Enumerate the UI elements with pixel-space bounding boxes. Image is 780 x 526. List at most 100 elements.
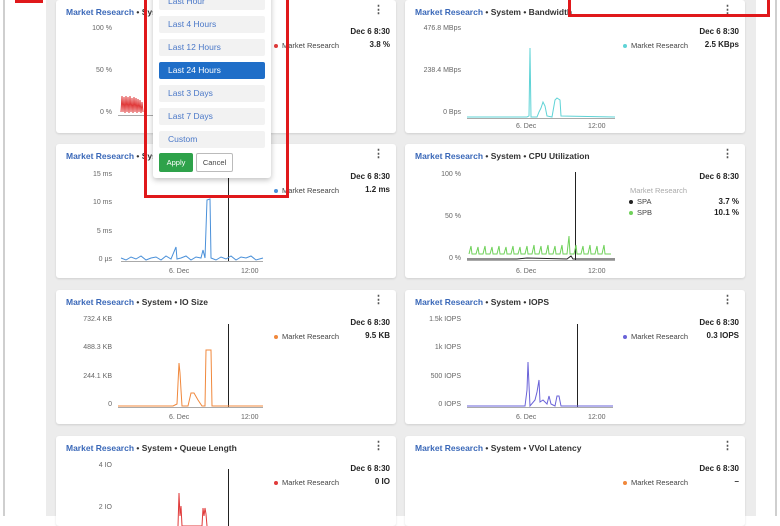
- time-range-menu: Last Hour Last 4 Hours Last 12 Hours Las…: [153, 0, 271, 178]
- menu-item-last-hour[interactable]: Last Hour: [159, 0, 265, 10]
- legend-series-name: Market Research: [631, 41, 689, 50]
- legend-dot: [623, 481, 627, 486]
- kebab-icon[interactable]: ⋮: [373, 440, 384, 452]
- legend-series-name: Market Research: [282, 332, 340, 341]
- legend-dot: [274, 335, 278, 340]
- legend-series[interactable]: Market Research: [623, 478, 688, 487]
- menu-item-last-24-hours[interactable]: Last 24 Hours: [159, 62, 265, 79]
- window-border-right: [775, 0, 777, 516]
- kebab-icon[interactable]: ⋮: [373, 4, 384, 16]
- series-line-red: [177, 492, 208, 526]
- menu-item-last-4-hours[interactable]: Last 4 Hours: [159, 16, 265, 33]
- menu-item-last-3-days[interactable]: Last 3 Days: [159, 85, 265, 102]
- kebab-icon[interactable]: ⋮: [722, 148, 733, 160]
- y-tick-label: 4 IO: [98, 462, 112, 469]
- legend-series[interactable]: SPA: [629, 197, 651, 206]
- legend-dot: [274, 44, 278, 49]
- highlight-box-menu: [144, 0, 289, 198]
- card-title: Market Research • System • IO Size: [66, 297, 208, 307]
- legend-date: Dec 6 8:30: [350, 464, 390, 473]
- legend-series[interactable]: SPB: [629, 208, 652, 217]
- card-source[interactable]: Market Research: [415, 7, 484, 17]
- menu-item-last-7-days[interactable]: Last 7 Days: [159, 108, 265, 125]
- legend-date: Dec 6 8:30: [699, 27, 739, 36]
- kebab-icon[interactable]: ⋮: [722, 4, 733, 16]
- x-tick-label: 12:00: [588, 268, 606, 275]
- y-tick-label: 732.4 KB: [83, 316, 112, 323]
- series-line-green: [468, 235, 611, 255]
- card-source[interactable]: Market Research: [415, 151, 484, 161]
- kebab-icon[interactable]: ⋮: [722, 294, 733, 306]
- x-tick-label: 6. Dec: [169, 414, 190, 421]
- legend-series-name: Market Research: [282, 186, 340, 195]
- legend-group-label: Market Research: [630, 186, 688, 195]
- highlight-box-top-right: [568, 0, 770, 17]
- legend-series[interactable]: Market Research: [274, 41, 339, 50]
- legend-series[interactable]: Market Research: [623, 332, 688, 341]
- y-tick-label: 100 %: [92, 25, 112, 32]
- card-source[interactable]: Market Research: [66, 297, 135, 307]
- y-tick-label: 244.1 KB: [83, 373, 112, 380]
- card-title: Market Research • System • Bandwidth: [415, 7, 572, 17]
- legend-series-name: Market Research: [631, 478, 689, 487]
- legend-series[interactable]: Market Research: [274, 186, 339, 195]
- legend-dot: [274, 189, 278, 194]
- chart-card-iops: Market Research • System • IOPS ⋮ 1.5k I…: [405, 290, 745, 424]
- x-tick-label: 12:00: [588, 123, 606, 130]
- chart-card-io-size: Market Research • System • IO Size ⋮ 732…: [56, 290, 396, 424]
- legend-dot: [629, 211, 633, 216]
- time-cursor: [575, 172, 576, 260]
- legend-series-name: Market Research: [282, 41, 340, 50]
- window-border-left: [3, 0, 5, 516]
- x-axis: [467, 260, 615, 261]
- y-tick-label: 0 µs: [98, 256, 112, 263]
- legend-value: 2.5 KBps: [704, 40, 739, 49]
- series-line-cyan: [467, 47, 616, 118]
- legend-series[interactable]: Market Research: [274, 478, 339, 487]
- card-title-suffix: • System • VVol Latency: [483, 443, 582, 453]
- legend-dot: [623, 335, 627, 340]
- card-title: Market Research • System • Queue Length: [66, 443, 237, 453]
- y-tick-label: 15 ms: [92, 171, 112, 178]
- card-source[interactable]: Market Research: [415, 297, 484, 307]
- kebab-icon[interactable]: ⋮: [722, 440, 733, 452]
- legend-series[interactable]: Market Research: [274, 332, 339, 341]
- x-tick-label: 12:00: [241, 268, 259, 275]
- legend-value: 3.7 %: [718, 197, 739, 206]
- y-tick-label: 476.8 MBps: [423, 25, 461, 32]
- card-title: Market Research • System • IOPS: [415, 297, 549, 307]
- y-tick-label: 100 %: [441, 171, 461, 178]
- legend-series[interactable]: Market Research: [623, 41, 688, 50]
- y-tick-label: 2 IO: [98, 504, 112, 511]
- legend-series-name: Market Research: [282, 478, 340, 487]
- card-source[interactable]: Market Research: [66, 443, 135, 453]
- y-tick-label: 500 IOPS: [430, 373, 461, 380]
- card-title: Market Research • System • CPU Utilizati…: [415, 151, 590, 161]
- card-source[interactable]: Market Research: [66, 7, 135, 17]
- legend-dot: [629, 200, 633, 205]
- kebab-icon[interactable]: ⋮: [373, 148, 384, 160]
- kebab-icon[interactable]: ⋮: [373, 294, 384, 306]
- card-title-suffix: • System • IOPS: [483, 297, 549, 307]
- legend-value: 0.3 IOPS: [706, 331, 739, 340]
- y-tick-label: 1k IOPS: [434, 344, 461, 351]
- legend-series-name: SPB: [637, 208, 653, 217]
- card-source[interactable]: Market Research: [66, 151, 135, 161]
- x-tick-label: 12:00: [588, 414, 606, 421]
- apply-button[interactable]: Apply: [159, 153, 193, 172]
- y-tick-label: 5 ms: [96, 228, 112, 235]
- chart-card-vvol-latency: Market Research • System • VVol Latency …: [405, 436, 745, 526]
- cancel-button[interactable]: Cancel: [196, 153, 233, 172]
- y-tick-label: 0: [108, 401, 112, 408]
- y-tick-label: 0 IOPS: [438, 401, 461, 408]
- legend-series-name: SPA: [637, 197, 652, 206]
- card-title-suffix: • System • Bandwidth: [483, 7, 573, 17]
- menu-item-custom[interactable]: Custom: [159, 131, 265, 148]
- card-source[interactable]: Market Research: [415, 443, 484, 453]
- menu-item-last-12-hours[interactable]: Last 12 Hours: [159, 39, 265, 56]
- x-axis: [467, 407, 613, 408]
- x-axis: [467, 118, 615, 119]
- x-axis: [121, 261, 263, 262]
- chart-card-bandwidth: Market Research • System • Bandwidth ⋮ 4…: [405, 0, 745, 133]
- y-tick-label: 0 Bps: [443, 109, 461, 116]
